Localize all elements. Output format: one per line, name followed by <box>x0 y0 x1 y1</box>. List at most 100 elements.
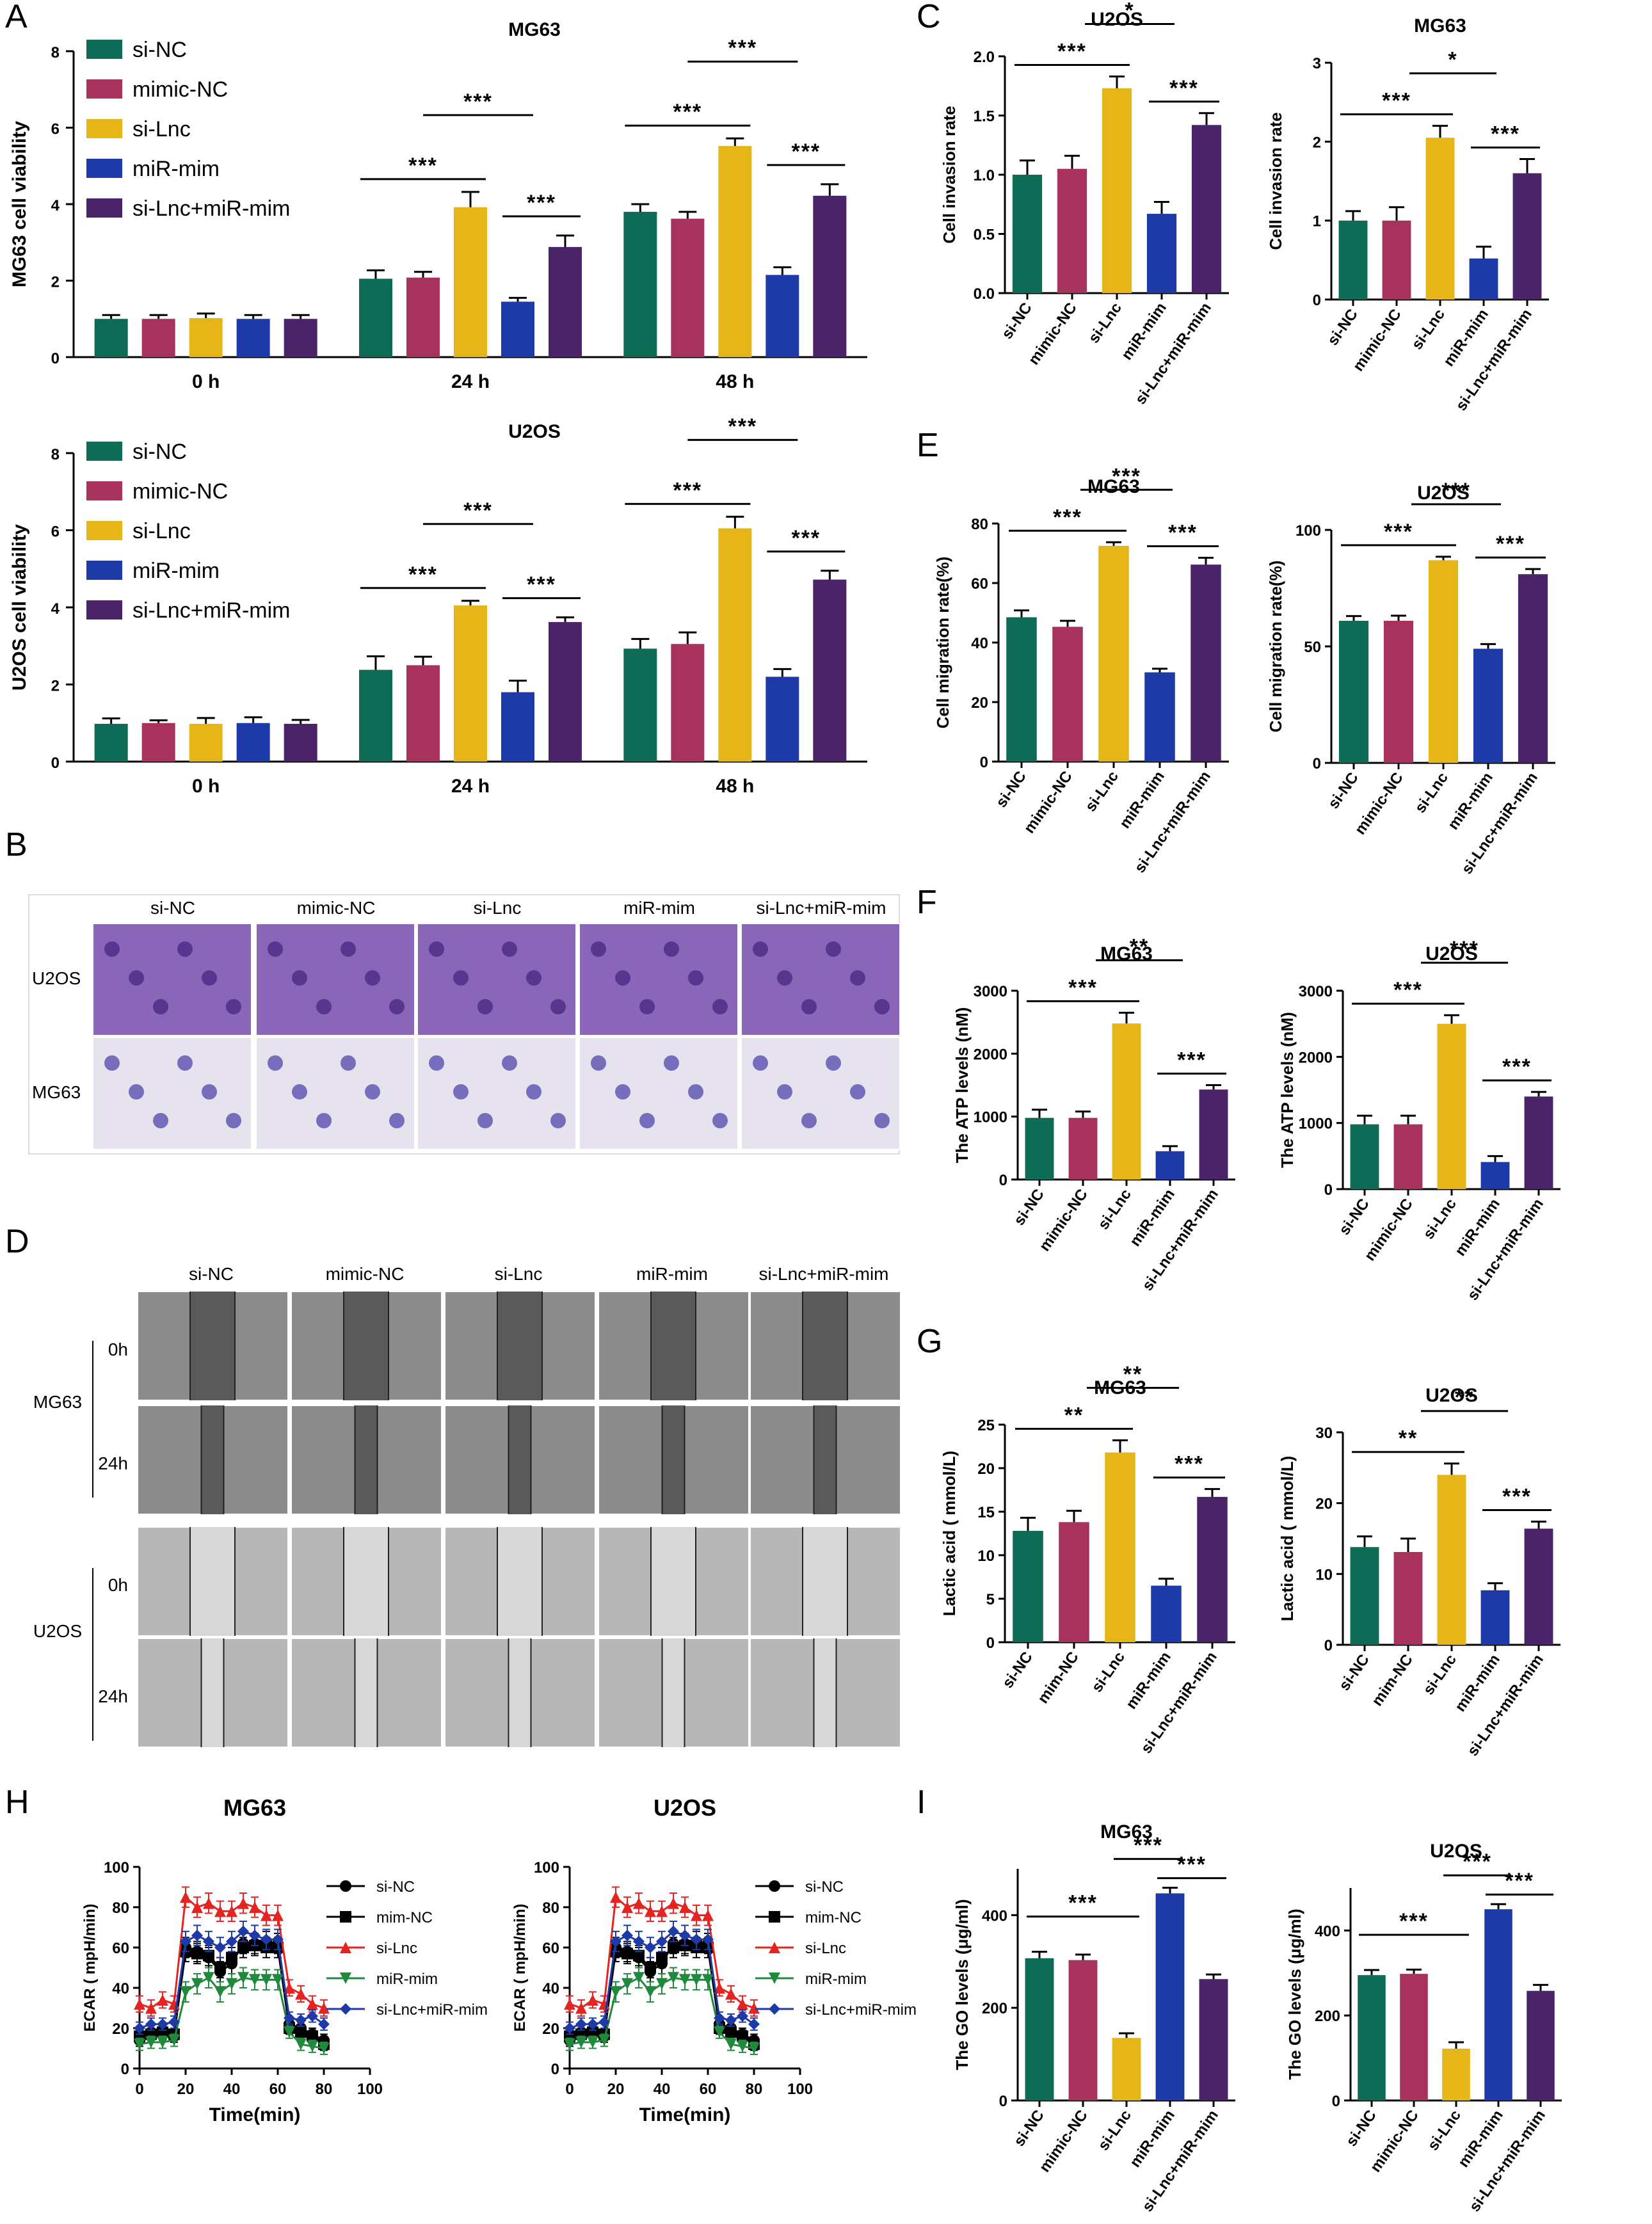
bar <box>623 648 657 762</box>
legend-label: mim-NC <box>376 1909 433 1926</box>
data-point <box>249 1930 261 1942</box>
x-tick-label: 0 <box>565 2081 573 2098</box>
y-tick-label: 0 <box>1332 2093 1340 2110</box>
data-point <box>272 1909 284 1921</box>
y-tick-label: 100 <box>1295 522 1321 540</box>
significance-label: ** <box>1123 1362 1143 1386</box>
wound-gap <box>651 1292 696 1400</box>
data-point <box>284 2012 295 2024</box>
significance-bracket: *** <box>687 36 798 63</box>
data-point <box>157 2018 168 2030</box>
data-point <box>237 1925 249 1937</box>
series-si-Lnc+miR-mim <box>134 1921 330 2035</box>
panel-letter-g: G <box>917 1323 943 1360</box>
series-miR-mim <box>134 1967 330 2055</box>
x-tick-label: si-Lnc <box>1408 306 1448 353</box>
error-bar <box>1400 1537 1416 1553</box>
error-bar <box>726 515 744 529</box>
bar <box>406 665 440 762</box>
legend-label: si-NC <box>132 38 187 62</box>
significance-label: *** <box>1505 1869 1534 1893</box>
y-axis-label: The ATP levels (nM) <box>952 1007 972 1164</box>
significance-bracket: *** <box>502 191 581 218</box>
data-point <box>679 1974 691 1986</box>
data-point <box>157 1994 168 2006</box>
cell-cluster <box>316 999 332 1014</box>
x-tick-label: si-NC <box>1011 1186 1048 1229</box>
y-tick-label: 0 <box>986 1635 995 1652</box>
error-bar <box>821 570 839 580</box>
y-tick-label: 0 <box>999 1172 1007 1189</box>
error-bar <box>1520 157 1535 173</box>
data-point <box>564 2038 575 2051</box>
data-point <box>668 1897 679 1909</box>
y-tick-label: 4 <box>51 197 60 214</box>
bar <box>671 644 705 762</box>
x-tick-label: 24 h <box>451 371 490 392</box>
error-bar <box>1448 2041 1464 2049</box>
bar <box>1199 1089 1228 1180</box>
column-label: mimic-NC <box>297 898 376 918</box>
bar <box>1480 1590 1510 1645</box>
y-axis-label: The GO levels (μg/ml) <box>1285 1908 1304 2079</box>
legend-swatch <box>86 442 122 461</box>
cell-cluster <box>104 1055 120 1071</box>
chart-H2: U2OS 0 20 40 60 80 100 0 20 40 60 80 100 ECAR ( mpH/m… <box>511 1795 917 2125</box>
error-bar <box>509 296 527 302</box>
data-point <box>249 1901 261 1913</box>
cell-cluster <box>268 1055 283 1071</box>
significance-bracket: ** <box>1421 1386 1508 1412</box>
legend-swatch <box>86 79 122 99</box>
significance-bracket: *** <box>1482 1484 1552 1511</box>
bar <box>141 723 175 762</box>
significance-bracket: * <box>1085 0 1175 25</box>
significance-bracket: *** <box>767 526 846 553</box>
bar <box>1112 1023 1141 1180</box>
y-tick-label: 200 <box>1315 2008 1340 2025</box>
bar <box>718 146 752 357</box>
error-bar <box>1152 668 1167 673</box>
transwell-image <box>417 923 577 1036</box>
y-tick-label: 2000 <box>974 1046 1007 1063</box>
y-tick-label: 20 <box>1315 1496 1333 1513</box>
cell-cluster <box>153 1113 168 1128</box>
data-point <box>318 2002 330 2014</box>
y-tick-label: 0.0 <box>974 285 995 303</box>
error-bar <box>1066 1510 1082 1523</box>
significance-bracket: *** <box>1359 1909 1469 1936</box>
cell-cluster <box>226 999 241 1014</box>
significance-bracket: *** <box>625 478 751 505</box>
y-tick-label: 400 <box>1315 1923 1340 1940</box>
wound-gap <box>344 1527 389 1636</box>
error-bar <box>1032 1108 1047 1118</box>
chart-H1: MG63 0 20 40 60 80 100 0 20 40 60 80 100 ECAR ( mpH/m… <box>81 1795 488 2125</box>
legend-label: mim-NC <box>805 1909 862 1926</box>
chart-title: MG63 <box>508 19 561 40</box>
wound-gap <box>814 1405 837 1514</box>
photo-panel-d: si-NC mimic-NC si-Lnc miR-mim si-Lnc+miR-mim… <box>33 1264 901 1748</box>
x-tick-label: 80 <box>316 2081 333 2098</box>
error-bar <box>196 312 215 319</box>
wound-gap <box>497 1292 542 1400</box>
data-point <box>340 1972 351 1984</box>
y-tick-label: 5 <box>986 1591 995 1608</box>
significance-label: ** <box>1399 1427 1418 1451</box>
bar <box>359 669 392 762</box>
error-bar <box>821 183 839 196</box>
significance-label: *** <box>673 100 702 124</box>
transwell-image <box>255 923 415 1036</box>
panel-letter-c: C <box>917 0 941 35</box>
y-tick-label: 1.0 <box>974 167 995 184</box>
legend-label: si-Lnc+miR-mim <box>132 598 291 623</box>
cell-cluster <box>453 1084 469 1100</box>
significance-label: *** <box>1491 122 1520 146</box>
bar <box>1068 1117 1098 1180</box>
significance-label: *** <box>1068 1891 1098 1916</box>
y-axis-label: ECAR ( mpH/min) <box>81 1904 99 2032</box>
data-point <box>214 1986 226 1998</box>
photo-panel-b: si-NC mimic-NC si-Lnc miR-mim si-Lnc+miR-mim… <box>28 894 901 1155</box>
wound-gap <box>190 1292 235 1400</box>
error-bar <box>1406 1968 1422 1974</box>
